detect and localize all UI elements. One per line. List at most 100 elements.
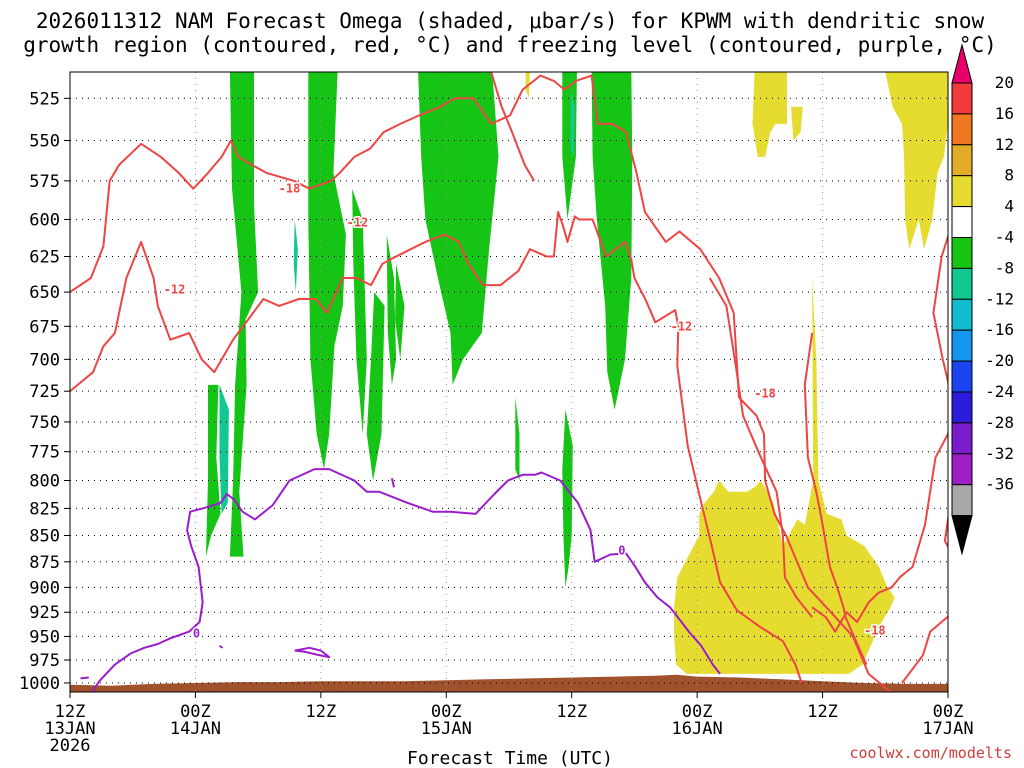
y-axis: 525 550 575 600 625 650 675 700 725 750 775 800 825 8… xyxy=(19,89,70,694)
omega-region-0-8 xyxy=(591,72,633,410)
colorbar-label-3: 8 xyxy=(1004,166,1014,185)
x-tick-label-48-0: 12Z xyxy=(556,702,587,722)
y-tick-label-625: 625 xyxy=(29,248,60,268)
x-tick-label-12-0: 00Z xyxy=(180,702,211,722)
colorbar-segment-13 xyxy=(951,453,973,486)
dgz-contour-0 xyxy=(70,210,803,684)
omega-region-0-1 xyxy=(205,384,221,557)
omega-shading xyxy=(205,72,948,674)
colorbar-label-4: 4 xyxy=(1004,197,1014,216)
y-tick-label-700: 700 xyxy=(29,350,60,370)
colorbar-segment-6 xyxy=(951,237,973,269)
x-tick-label-60-0: 00Z xyxy=(682,702,713,722)
omega-region-0-6 xyxy=(395,263,405,360)
y-tick-label-950: 950 xyxy=(29,627,60,647)
colorbar-segment-3 xyxy=(951,144,973,177)
colorbar-segment-11 xyxy=(951,391,973,424)
contour-lines xyxy=(70,72,948,692)
contour-label-6: 0 xyxy=(193,627,200,641)
colorbar-label-2: 12 xyxy=(995,135,1014,154)
omega-region-1-1 xyxy=(293,219,298,293)
y-tick-label-550: 550 xyxy=(29,132,60,152)
x-axis-title: Forecast Time (UTC) xyxy=(407,748,613,768)
colorbar-label-13: -36 xyxy=(985,475,1014,494)
omega-region-0-9 xyxy=(562,409,573,588)
y-tick-label-725: 725 xyxy=(29,382,60,402)
y-tick-label-975: 975 xyxy=(29,651,60,671)
colorbar-segment-14 xyxy=(951,484,973,517)
freezing-contour-0 xyxy=(91,468,721,692)
omega-region-2-1 xyxy=(752,72,787,157)
colorbar-bottom-arrow xyxy=(951,515,973,556)
contour-label-5: -18 xyxy=(864,624,886,638)
colorbar-segment-5 xyxy=(951,206,973,239)
colorbar-label-6: -8 xyxy=(995,258,1014,277)
omega-region-2-0 xyxy=(674,278,895,674)
x-tick-label-0-1: 13JAN xyxy=(44,719,95,739)
y-tick-label-850: 850 xyxy=(29,527,60,547)
y-tick-label-1000: 1000 xyxy=(19,674,60,694)
x-tick-label-36-1: 15JAN xyxy=(421,719,472,739)
dgz-contour-1 xyxy=(70,74,892,692)
y-tick-label-825: 825 xyxy=(29,499,60,519)
colorbar-label-8: -16 xyxy=(985,320,1014,339)
colorbar-segment-9 xyxy=(951,329,973,362)
colorbar-segment-2 xyxy=(951,113,973,146)
contour-label-7: 0 xyxy=(618,543,625,557)
contour-label-2: -12 xyxy=(347,215,369,229)
plot-frame xyxy=(69,71,949,693)
colorbar-segment-1 xyxy=(951,82,973,115)
dgz-contour-2 xyxy=(490,72,535,182)
x-tick-label-0-2: 2026 xyxy=(50,736,91,756)
freezing-contour-1 xyxy=(294,646,331,659)
x-tick-label-72-0: 12Z xyxy=(807,702,838,722)
y-tick-label-600: 600 xyxy=(29,210,60,230)
y-tick-label-525: 525 xyxy=(29,89,60,109)
colorbar-label-1: 16 xyxy=(995,104,1014,123)
colorbar-segment-10 xyxy=(951,360,973,393)
y-tick-label-750: 750 xyxy=(29,413,60,433)
contour-label-1: -18 xyxy=(279,182,301,196)
omega-region-0-10 xyxy=(515,397,520,481)
colorbar: 20 16 12 8 4 -4 -8 -12 -16 -20 -24 -28 -32 -36 xyxy=(951,43,1014,556)
omega-region-0-3 xyxy=(352,188,367,434)
omega-region-0-4 xyxy=(386,234,397,385)
omega-region-0-11 xyxy=(366,292,385,481)
colorbar-segment-8 xyxy=(951,298,973,331)
colorbar-label-11: -28 xyxy=(985,413,1014,432)
freezing-contour-2 xyxy=(80,676,89,680)
omega-region-2-2 xyxy=(791,106,803,141)
dgz-contour-3 xyxy=(708,277,813,618)
colorbar-segment-7 xyxy=(951,267,973,300)
colorbar-segment-4 xyxy=(951,175,973,208)
y-tick-label-900: 900 xyxy=(29,578,60,598)
omega-region-2-3 xyxy=(885,72,948,250)
y-tick-label-675: 675 xyxy=(29,317,60,337)
x-tick-label-84-1: 17JAN xyxy=(922,719,973,739)
contour-label-0: -12 xyxy=(164,282,186,296)
y-tick-label-650: 650 xyxy=(29,283,60,303)
colorbar-label-0: 20 xyxy=(995,73,1014,92)
colorbar-label-5: -4 xyxy=(995,228,1014,247)
y-tick-label-775: 775 xyxy=(29,443,60,463)
omega-region-1-2 xyxy=(570,89,575,157)
credit-text: coolwx.com/modelts xyxy=(849,744,1012,762)
contour-label-4: -18 xyxy=(754,387,776,401)
freezing-contour-4 xyxy=(218,645,224,649)
x-tick-label-24-0: 12Z xyxy=(305,702,336,722)
omega-region-0-7 xyxy=(562,72,577,220)
chart-title-line-1: 2026011312 NAM Forecast Omega (shaded, μ… xyxy=(36,9,985,33)
omega-region-0-0 xyxy=(229,72,259,557)
colorbar-label-12: -32 xyxy=(985,444,1014,463)
colorbar-label-10: -24 xyxy=(985,382,1014,401)
y-tick-label-925: 925 xyxy=(29,603,60,623)
colorbar-segment-12 xyxy=(951,422,973,455)
omega-region-1-0 xyxy=(219,384,229,514)
x-tick-label-84-0: 00Z xyxy=(933,702,964,722)
y-tick-label-875: 875 xyxy=(29,553,60,573)
dgz-contour-5 xyxy=(803,332,868,666)
x-tick-label-60-1: 16JAN xyxy=(672,719,723,739)
contour-label-3: -12 xyxy=(671,319,693,333)
contour-labels: -12 -18 -12 -12 -18 -18 0 0 xyxy=(162,180,887,642)
